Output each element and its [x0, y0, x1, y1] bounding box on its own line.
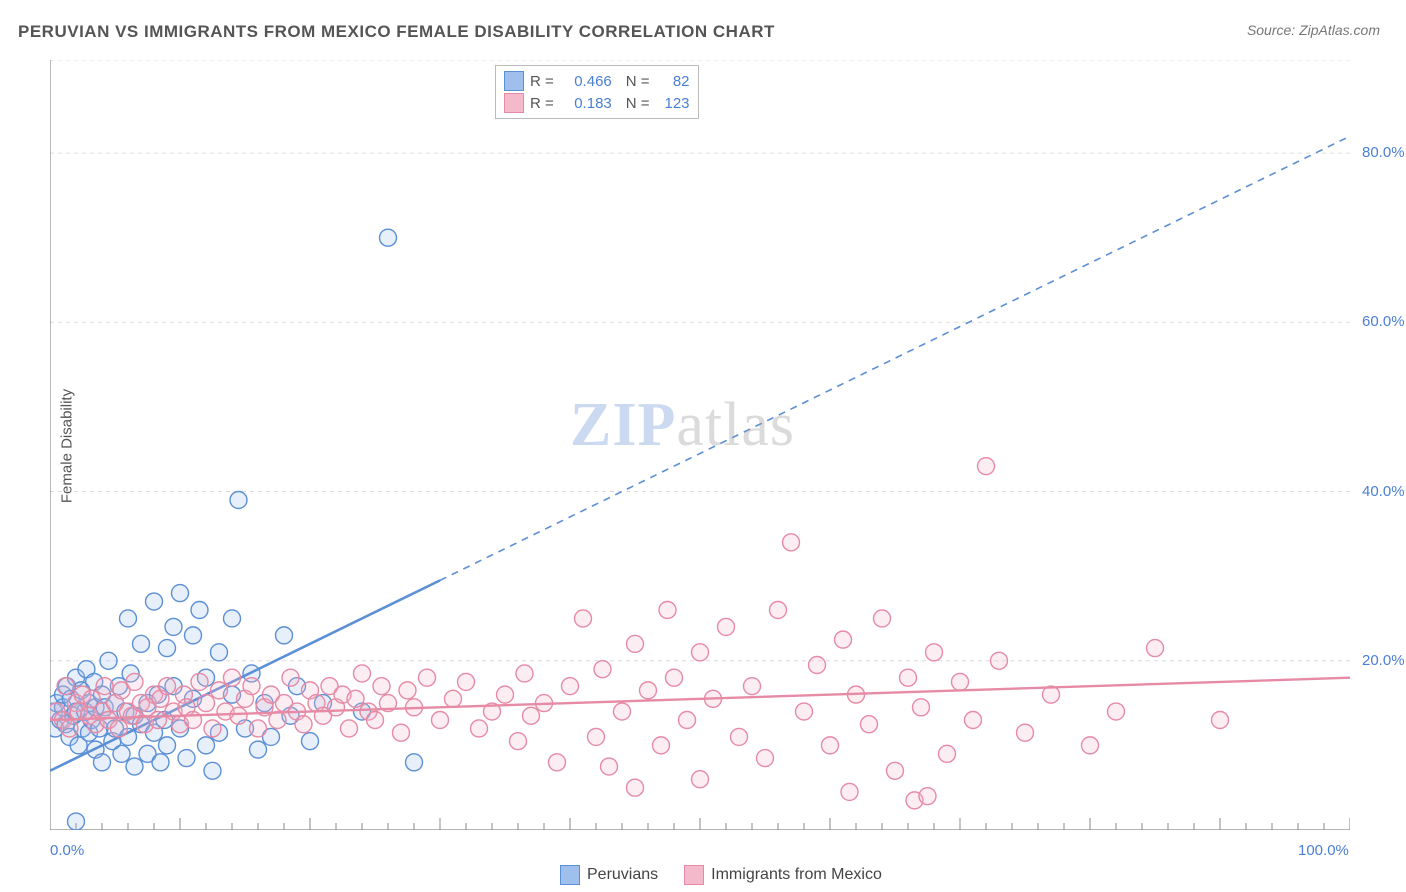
- xtick-label: 100.0%: [1298, 842, 1390, 859]
- ytick-label: 20.0%: [1362, 652, 1405, 669]
- ytick-label: 40.0%: [1362, 483, 1405, 500]
- chart-container: PERUVIAN VS IMMIGRANTS FROM MEXICO FEMAL…: [0, 0, 1406, 892]
- legend-n-value: 123: [656, 95, 690, 112]
- legend-n-label: N =: [626, 73, 650, 90]
- legend-corr-row: R = 0.183 N = 123: [504, 92, 690, 114]
- legend-corr-row: R = 0.466 N = 82: [504, 70, 690, 92]
- xtick-label: 0.0%: [50, 842, 84, 859]
- chart-title: PERUVIAN VS IMMIGRANTS FROM MEXICO FEMAL…: [18, 22, 775, 42]
- legend-r-value: 0.466: [560, 73, 612, 90]
- legend-series-item: Peruvians: [560, 865, 658, 885]
- legend-swatch: [504, 71, 524, 91]
- legend-r-label: R =: [530, 95, 554, 112]
- legend-n-value: 82: [656, 73, 690, 90]
- source-attribution: Source: ZipAtlas.com: [1247, 22, 1380, 38]
- legend-correlation-box: R = 0.466 N = 82 R = 0.183 N = 123: [495, 65, 699, 119]
- scatter-svg: [50, 60, 1350, 830]
- legend-swatch: [504, 93, 524, 113]
- legend-n-label: N =: [626, 95, 650, 112]
- plot-area: ZIPatlas 20.0%40.0%60.0%80.0% 0.0%100.0%…: [50, 60, 1350, 830]
- legend-r-value: 0.183: [560, 95, 612, 112]
- legend-series-label: Immigrants from Mexico: [711, 866, 882, 884]
- legend-swatch: [560, 865, 580, 885]
- legend-r-label: R =: [530, 73, 554, 90]
- legend-series-item: Immigrants from Mexico: [684, 865, 882, 885]
- legend-swatch: [684, 865, 704, 885]
- legend-series: Peruvians Immigrants from Mexico: [560, 865, 882, 885]
- legend-series-label: Peruvians: [587, 866, 658, 884]
- ytick-label: 80.0%: [1362, 144, 1405, 161]
- ytick-label: 60.0%: [1362, 313, 1405, 330]
